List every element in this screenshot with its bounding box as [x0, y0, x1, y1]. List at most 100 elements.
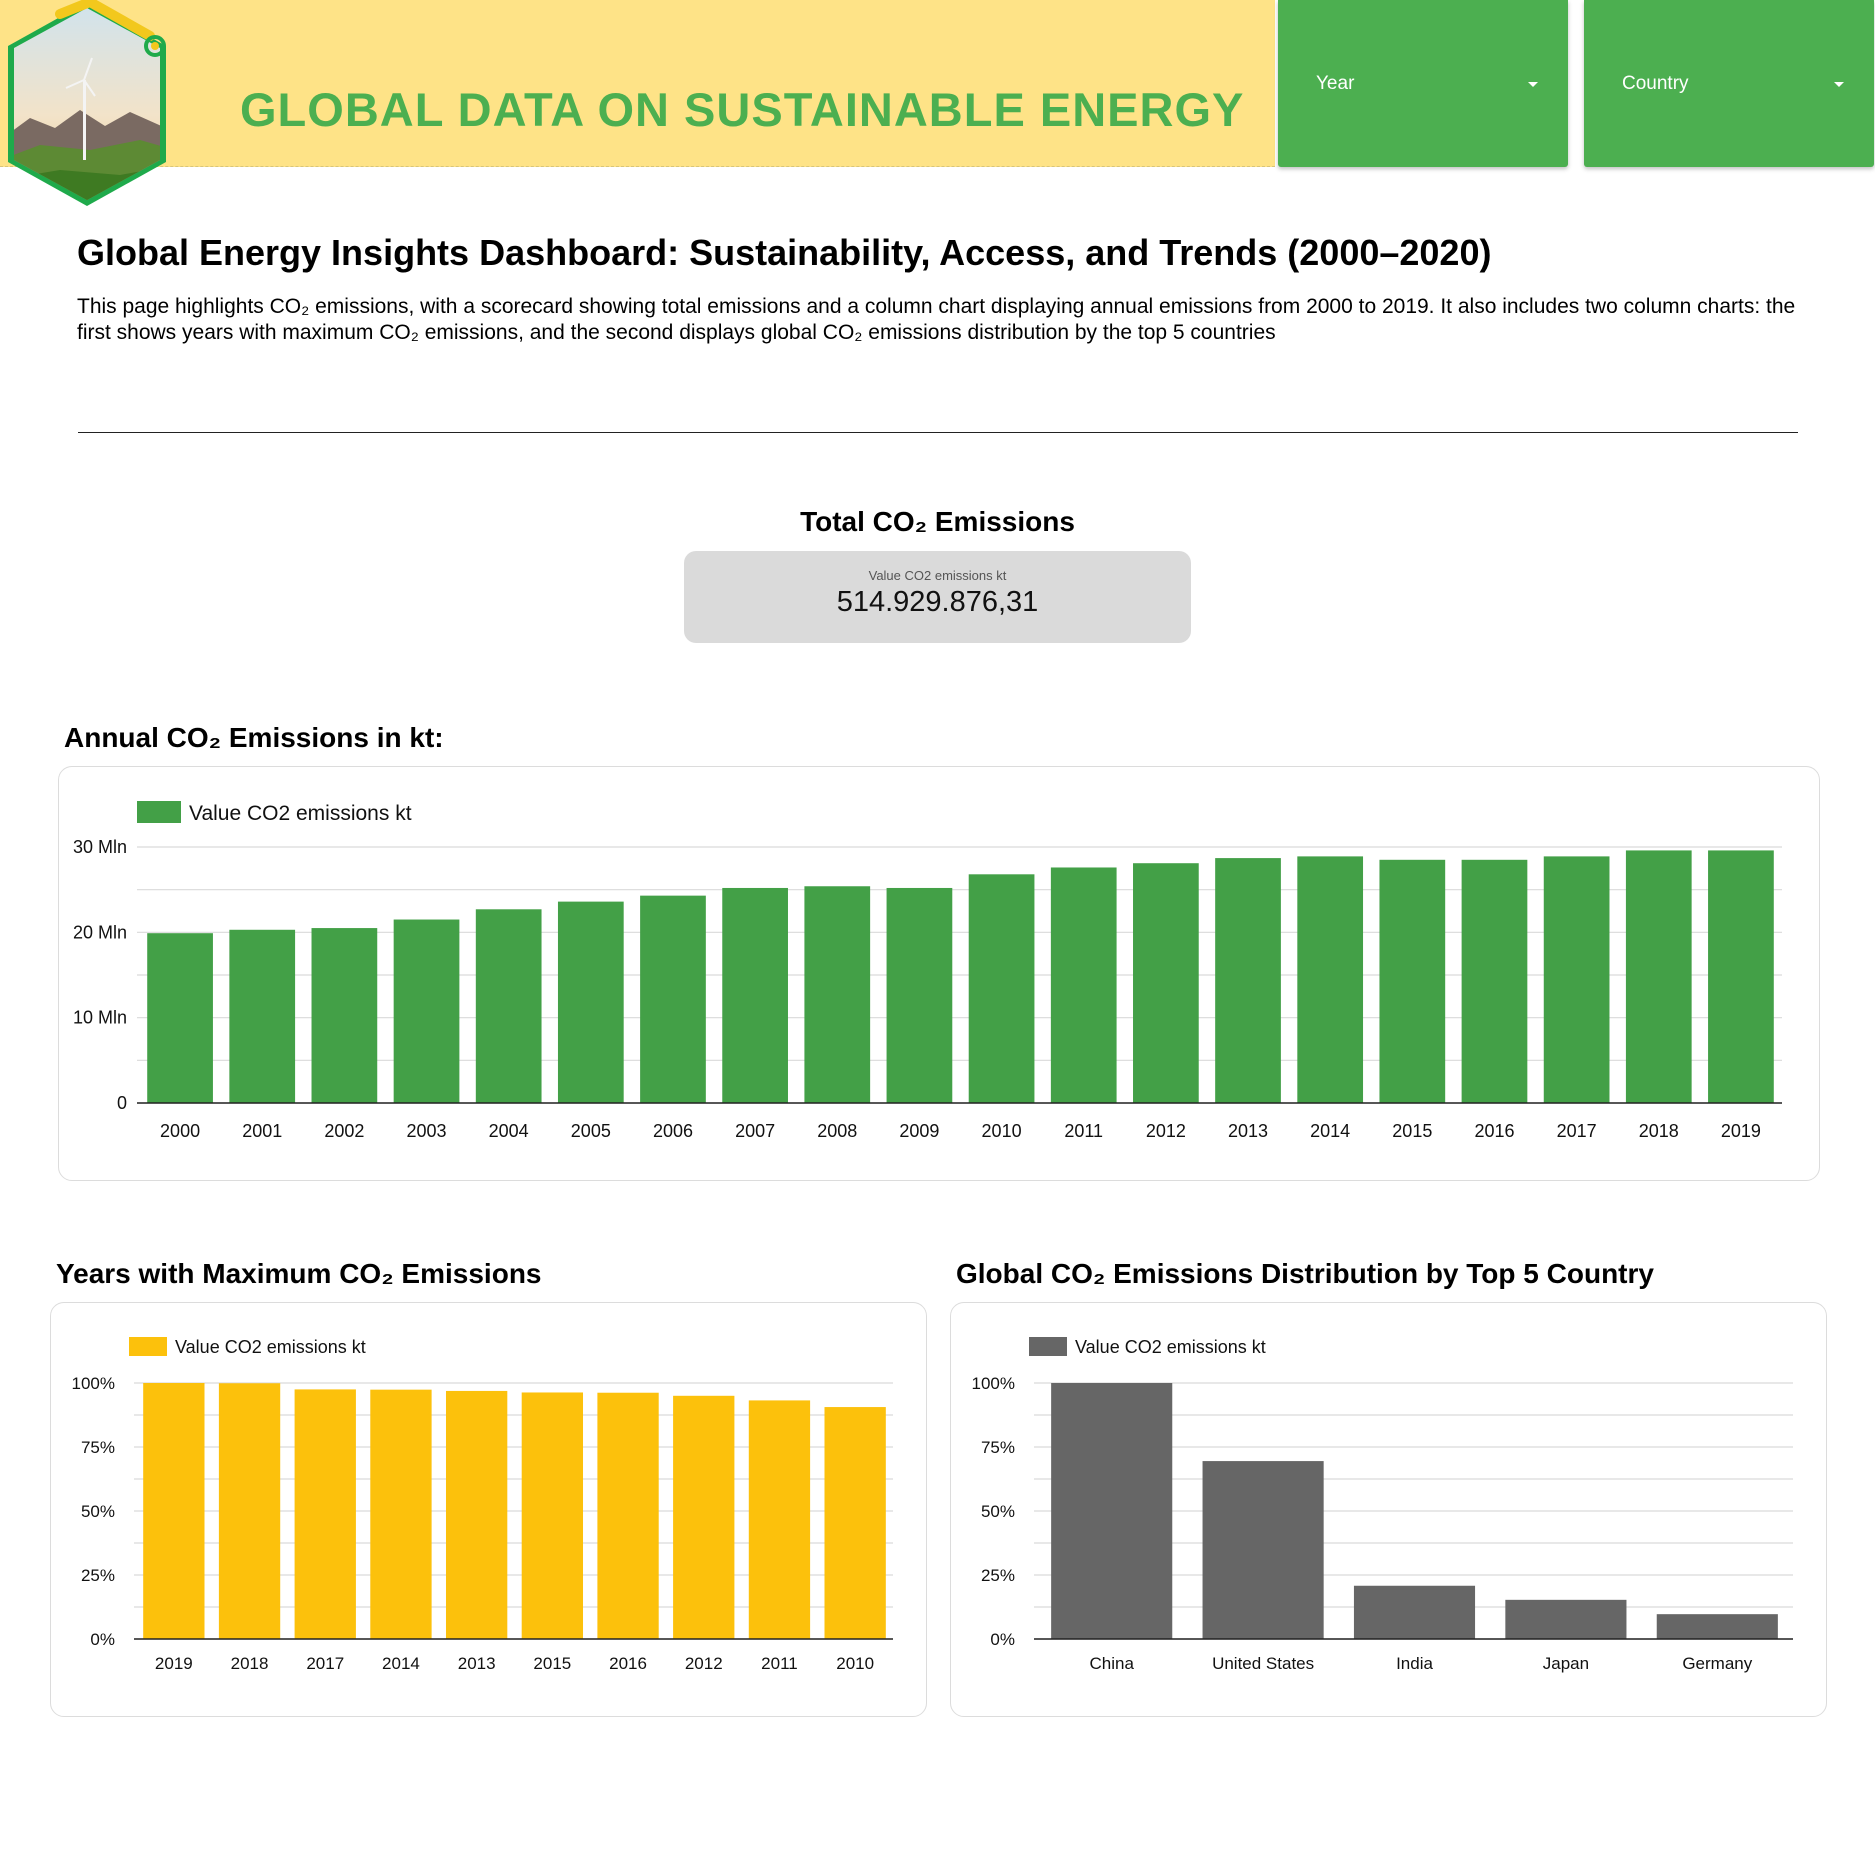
max-years-svg: 0% 25% 50% 75% 100% 2019 2018 2017 2014 2013 2015 2…	[72, 1337, 893, 1673]
bar-2016[interactable]	[597, 1392, 659, 1639]
bar-2018[interactable]	[218, 1383, 281, 1639]
country-filter-dropdown[interactable]: Country	[1584, 0, 1874, 167]
y-tick-label: 0	[117, 1093, 127, 1113]
bar-2005[interactable]	[557, 901, 624, 1103]
bar-2012[interactable]	[673, 1395, 735, 1639]
bar-united-states[interactable]	[1202, 1461, 1324, 1639]
x-tick-label: United States	[1212, 1654, 1314, 1673]
bar-2013[interactable]	[1215, 858, 1281, 1103]
page-description: This page highlights CO₂ emissions, with…	[77, 295, 1796, 344]
bar-2019[interactable]	[1708, 850, 1774, 1103]
bar-2014[interactable]	[370, 1389, 432, 1639]
x-tick-label: 2011	[761, 1654, 798, 1673]
x-tick-label: China	[1089, 1654, 1134, 1673]
x-tick-label: 2010	[836, 1654, 874, 1673]
bar-2010[interactable]	[824, 1407, 886, 1639]
bar-2017[interactable]	[294, 1389, 356, 1639]
scorecard-title: Total CO₂ Emissions	[800, 506, 1075, 537]
y-tick-label: 75%	[81, 1438, 115, 1457]
bar-2011[interactable]	[748, 1400, 811, 1639]
x-tick-label: 2012	[1146, 1121, 1186, 1141]
scorecard-value: 514.929.876,31	[836, 586, 1039, 618]
header-title: GLOBAL DATA ON SUSTAINABLE ENERGY	[240, 83, 1245, 136]
bar-2002[interactable]	[311, 928, 378, 1103]
year-filter-label: Year	[1316, 73, 1355, 94]
bar-2003[interactable]	[393, 919, 460, 1103]
section-divider	[78, 432, 1798, 433]
legend-label: Value CO2 emissions kt	[175, 1337, 366, 1357]
x-tick-label: 2008	[817, 1121, 857, 1141]
x-tick-label: 2013	[458, 1654, 496, 1673]
legend-swatch	[137, 801, 181, 823]
y-tick-label: 0%	[90, 1630, 115, 1649]
annual-chart-title: Annual CO₂ Emissions in kt:	[64, 722, 444, 753]
x-tick-label: 2003	[407, 1121, 447, 1141]
bar-2001[interactable]	[229, 929, 296, 1103]
x-tick-label: 2018	[1639, 1121, 1679, 1141]
x-tick-label: 2000	[160, 1121, 200, 1141]
bar-2015[interactable]	[1379, 859, 1446, 1103]
x-tick-label: 2018	[231, 1654, 269, 1673]
max-years-chart-title: Years with Maximum CO₂ Emissions	[56, 1258, 542, 1289]
bar-2006[interactable]	[640, 895, 706, 1103]
x-tick-label: 2010	[982, 1121, 1022, 1141]
bar-2004[interactable]	[475, 909, 542, 1103]
bar-2009[interactable]	[886, 887, 953, 1103]
x-tick-label: Germany	[1682, 1654, 1752, 1673]
bar-2016[interactable]	[1461, 859, 1528, 1103]
x-tick-label: 2016	[1474, 1121, 1514, 1141]
x-tick-label: 2019	[1721, 1121, 1761, 1141]
x-tick-label: 2017	[1557, 1121, 1597, 1141]
y-tick-label: 20 Mln	[73, 922, 127, 942]
x-tick-label: 2011	[1064, 1121, 1103, 1141]
bar-japan[interactable]	[1505, 1599, 1627, 1639]
bar-2013[interactable]	[445, 1390, 508, 1639]
bar-china[interactable]	[1051, 1383, 1173, 1639]
legend-swatch	[129, 1337, 167, 1356]
bar-2011[interactable]	[1050, 867, 1117, 1103]
top-countries-chart: 0% 25% 50% 75% 100% China United States India Ja…	[950, 1302, 1827, 1717]
bar-germany[interactable]	[1656, 1614, 1778, 1639]
bar-2018[interactable]	[1625, 850, 1692, 1103]
y-tick-label: 100%	[972, 1374, 1015, 1393]
x-tick-label: 2016	[609, 1654, 647, 1673]
y-tick-label: 0%	[990, 1630, 1015, 1649]
x-tick-label: 2014	[1310, 1121, 1350, 1141]
x-tick-label: 2004	[489, 1121, 529, 1141]
x-tick-label: 2001	[242, 1121, 282, 1141]
header-banner: GLOBAL DATA ON SUSTAINABLE ENERGY	[0, 0, 1275, 206]
bar-india[interactable]	[1353, 1585, 1476, 1639]
y-tick-label: 50%	[81, 1502, 115, 1521]
bar-2015[interactable]	[521, 1392, 584, 1639]
top-countries-svg: 0% 25% 50% 75% 100% China United States India Ja…	[972, 1337, 1793, 1673]
y-tick-label: 75%	[981, 1438, 1015, 1457]
legend-swatch	[1029, 1337, 1067, 1356]
caret-down-icon	[1528, 82, 1538, 87]
y-tick-label: 25%	[81, 1566, 115, 1585]
bar-2000[interactable]	[147, 933, 213, 1103]
y-tick-label: 10 Mln	[73, 1008, 127, 1028]
bar-2008[interactable]	[804, 886, 871, 1103]
x-tick-label: 2002	[324, 1121, 364, 1141]
bar-2017[interactable]	[1543, 856, 1610, 1103]
top-countries-chart-title: Global CO₂ Emissions Distribution by Top…	[956, 1258, 1654, 1289]
x-tick-label: 2005	[571, 1121, 611, 1141]
country-filter-label: Country	[1622, 73, 1689, 94]
x-tick-label: 2017	[306, 1654, 344, 1673]
year-filter-dropdown[interactable]: Year	[1278, 0, 1568, 167]
bar-2007[interactable]	[722, 887, 788, 1103]
bar-2014[interactable]	[1297, 856, 1364, 1103]
bar-2012[interactable]	[1133, 863, 1199, 1103]
legend-label: Value CO2 emissions kt	[1075, 1337, 1266, 1357]
x-tick-label: 2014	[382, 1654, 420, 1673]
y-tick-label: 100%	[72, 1374, 115, 1393]
caret-down-icon	[1834, 82, 1844, 87]
x-tick-label: Japan	[1543, 1654, 1589, 1673]
max-years-chart: 0% 25% 50% 75% 100% 2019 2018 2017 2014 2013 2015 2…	[50, 1302, 927, 1717]
annual-emissions-chart: 0 10 Mln 20 Mln 30 Mln 2000 2001 2002 2003 2004 2…	[58, 766, 1820, 1181]
wind-turbine-logo	[8, 0, 166, 206]
bar-2019[interactable]	[143, 1383, 205, 1639]
x-tick-label: 2015	[533, 1654, 571, 1673]
bar-2010[interactable]	[968, 874, 1035, 1103]
x-tick-label: 2012	[685, 1654, 723, 1673]
